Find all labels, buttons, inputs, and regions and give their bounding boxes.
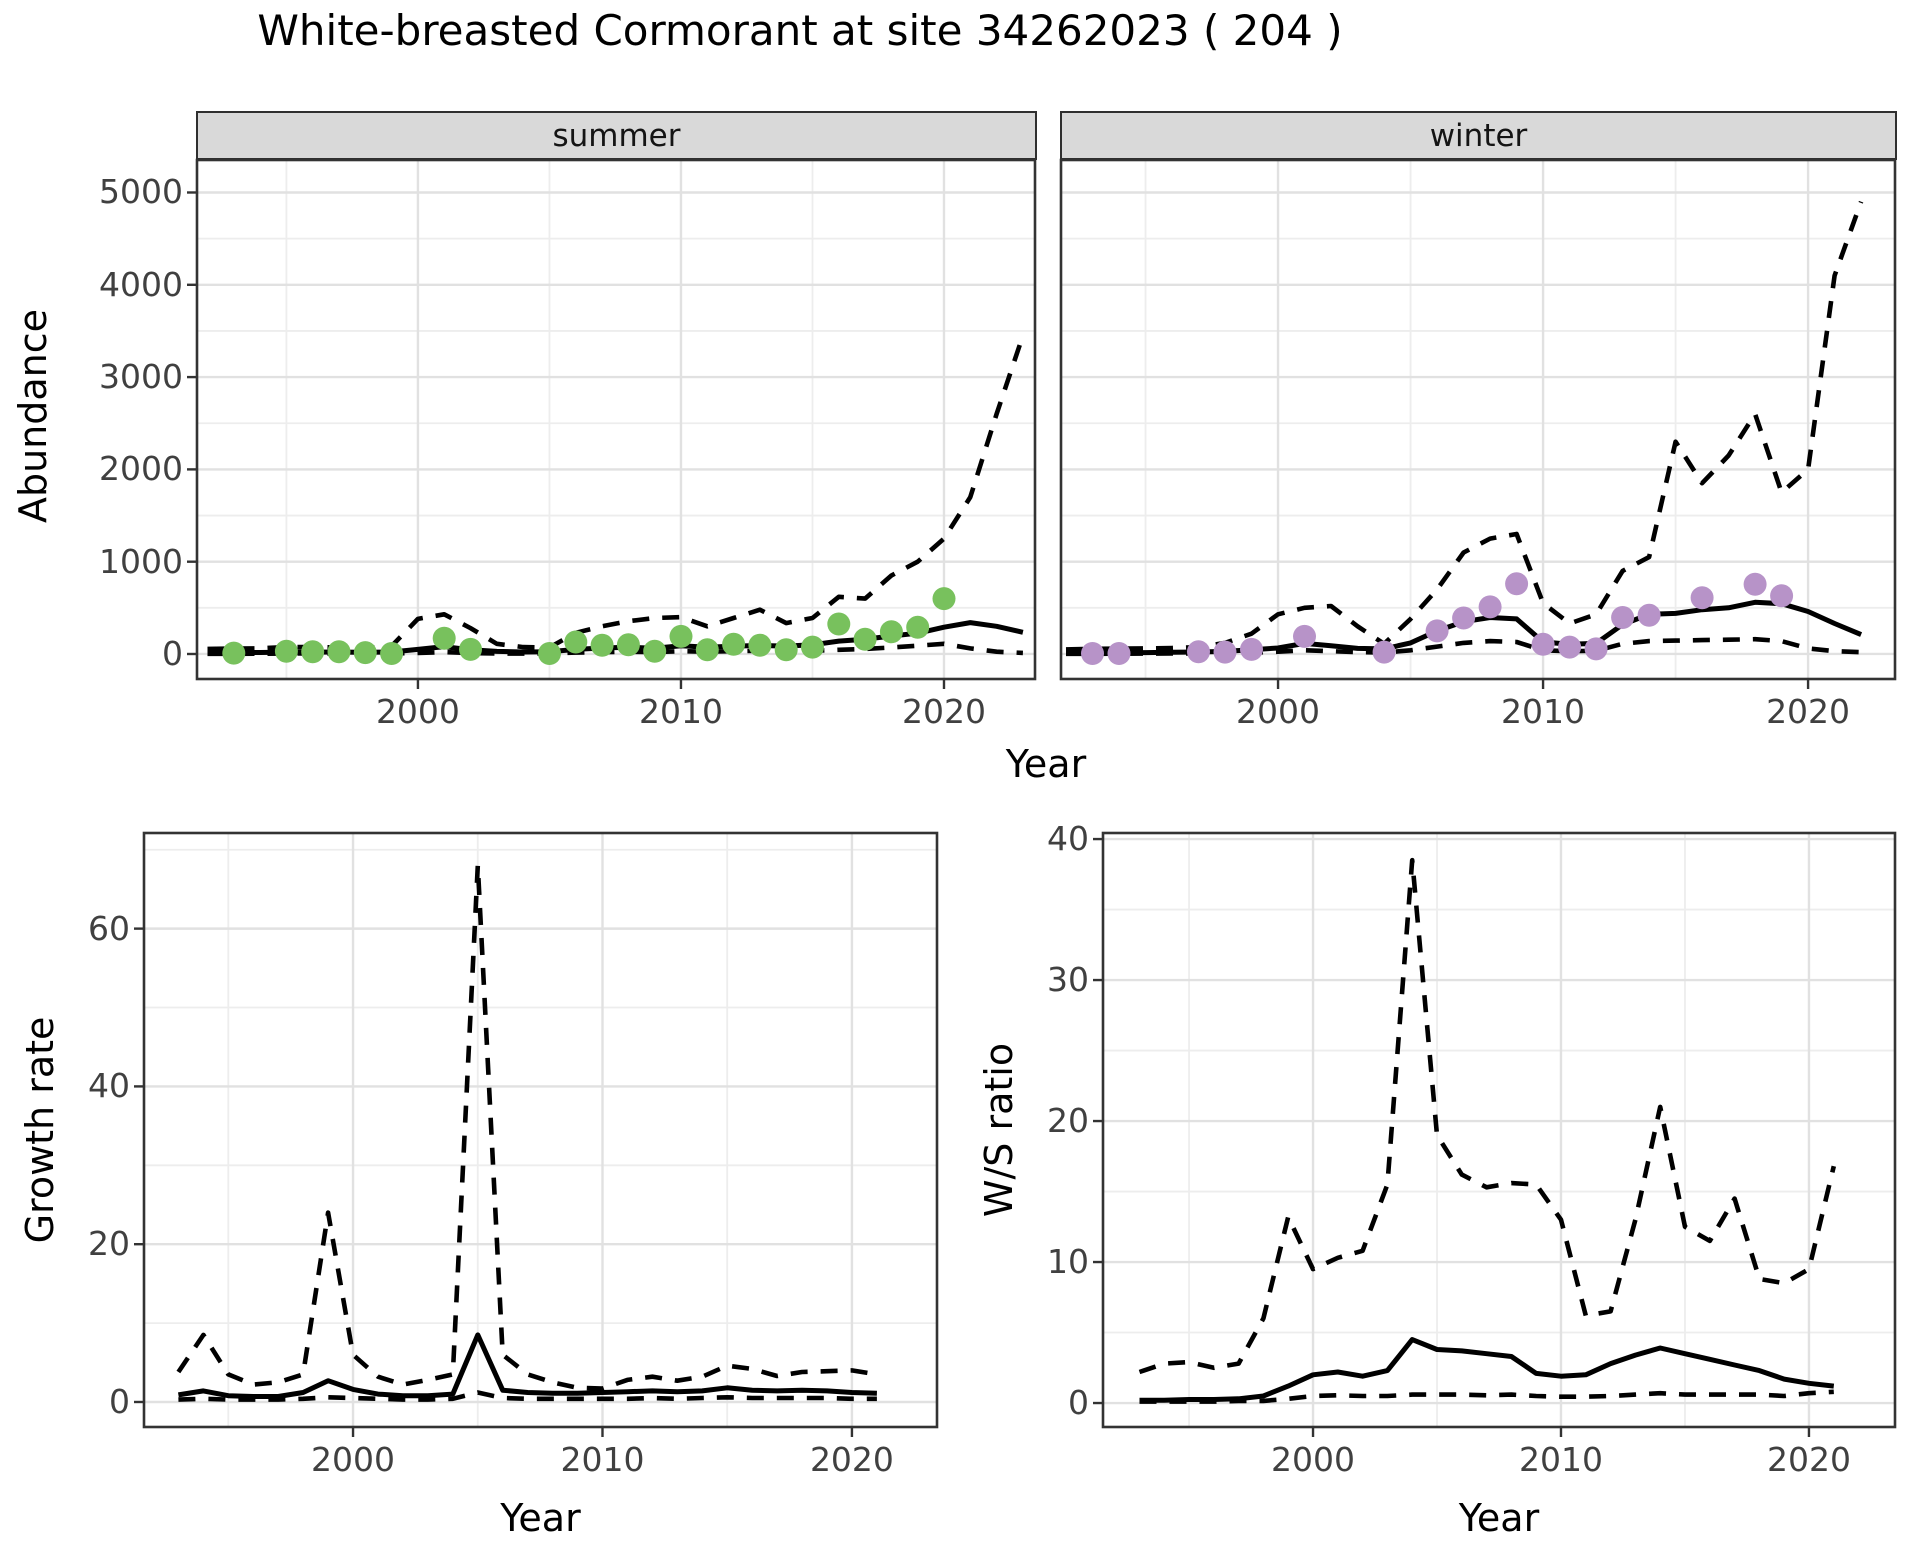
y-tick-label-abundance-summer: 1000: [99, 541, 183, 581]
x-tick-label-abundance-winter: 2010: [1501, 692, 1586, 731]
y-axis-title-abundance: Abundance: [11, 308, 55, 524]
abundance-winter-data-point: [1107, 642, 1131, 665]
x-axis-title-bottom-right: Year: [1458, 1496, 1540, 1540]
abundance-summer-data-point: [380, 642, 404, 665]
x-tick-label-ws-ratio: 2000: [1271, 1440, 1355, 1479]
y-tick-label-growth-rate: 20: [88, 1224, 130, 1264]
abundance-winter-data-point: [1187, 640, 1210, 664]
abundance-winter-data-point: [1081, 642, 1104, 665]
x-axis-title-top: Year: [1005, 742, 1087, 786]
y-tick-label-ws-ratio: 0: [1068, 1383, 1089, 1423]
abundance-winter-data-point: [1425, 619, 1449, 643]
abundance-winter-data-point: [1372, 640, 1396, 664]
abundance-summer-data-point: [906, 615, 930, 639]
abundance-summer-data-point: [801, 635, 824, 659]
panel-ws-ratio: [1093, 831, 1897, 1437]
abundance-winter-data-point: [1293, 624, 1316, 648]
y-tick-label-abundance-summer: 2000: [99, 449, 183, 489]
abundance-summer-data-point: [616, 633, 640, 657]
growth-rate-upper_ci-line: [176, 863, 878, 1391]
x-tick-label-ws-ratio: 2020: [1766, 1440, 1851, 1479]
abundance-summer-data-point: [722, 632, 746, 656]
growth-rate-mean-line: [178, 1332, 877, 1399]
abundance-winter-data-point: [1240, 637, 1263, 661]
abundance-summer-data-point: [879, 620, 903, 644]
abundance-summer-data-point: [853, 627, 877, 651]
y-tick-label-ws-ratio: 30: [1047, 960, 1089, 1000]
abundance-winter-data-point: [1770, 584, 1794, 608]
abundance-winter-data-point: [1743, 572, 1767, 596]
abundance-summer-data-point: [590, 633, 614, 657]
abundance-winter-data-point: [1558, 635, 1582, 659]
abundance-winter-data-point: [1584, 637, 1608, 661]
facet-strip-winter: winter: [1060, 111, 1897, 160]
y-tick-label-ws-ratio: 40: [1047, 819, 1089, 859]
y-tick-label-ws-ratio: 10: [1047, 1242, 1089, 1282]
y-tick-label-abundance-summer: 0: [162, 633, 183, 673]
abundance-summer-data-point: [327, 640, 351, 664]
abundance-summer-data-point: [301, 640, 325, 664]
facet-label-winter: winter: [1429, 117, 1528, 154]
y-tick-label-abundance-summer: 5000: [99, 172, 183, 212]
abundance-summer-data-point: [538, 642, 561, 665]
abundance-winter-data-point: [1213, 640, 1237, 664]
abundance-summer-data-point: [932, 587, 956, 611]
y-axis-title-growth-rate: Growth rate: [18, 1016, 62, 1244]
y-tick-label-growth-rate: 40: [88, 1066, 130, 1106]
abundance-summer-data-point: [669, 624, 693, 648]
abundance-winter-data-point: [1452, 606, 1476, 630]
x-tick-label-growth-rate: 2010: [560, 1440, 645, 1479]
abundance-winter-data-point: [1637, 603, 1661, 627]
panel-growth-rate: [134, 831, 939, 1437]
y-tick-label-growth-rate: 60: [88, 908, 130, 948]
abundance-summer-data-point: [748, 633, 772, 657]
abundance-winter-data-point: [1690, 586, 1714, 610]
abundance-winter-data-point: [1478, 595, 1502, 619]
abundance-winter-data-point: [1531, 632, 1555, 656]
panel-abundance-summer: [187, 158, 1037, 689]
x-axis-title-bottom-left: Year: [500, 1496, 581, 1540]
x-tick-label-growth-rate: 2020: [809, 1440, 894, 1479]
x-tick-label-abundance-winter: 2020: [1766, 692, 1851, 731]
x-tick-label-abundance-summer: 2020: [901, 692, 986, 731]
facet-label-summer: summer: [552, 117, 681, 154]
abundance-summer-data-point: [564, 630, 588, 654]
abundance-summer-data-point: [222, 641, 246, 665]
x-tick-label-abundance-summer: 2010: [638, 692, 723, 731]
growth-rate-lower_ci-line: [178, 1390, 877, 1402]
ws-ratio-lower_ci-line: [1139, 1389, 1834, 1404]
x-tick-label-ws-ratio: 2010: [1518, 1440, 1603, 1479]
abundance-summer-data-point: [459, 637, 482, 661]
ws-ratio-mean-line: [1139, 1337, 1835, 1403]
y-tick-label-abundance-summer: 4000: [99, 264, 183, 304]
x-tick-label-growth-rate: 2000: [311, 1440, 396, 1479]
y-tick-label-abundance-summer: 3000: [99, 357, 183, 397]
panel-abundance-winter: [1059, 158, 1897, 689]
abundance-summer-data-point: [695, 638, 719, 662]
ws-ratio-upper_ci-line: [1138, 857, 1837, 1375]
facet-strip-summer: summer: [196, 111, 1037, 160]
abundance-summer-data-point: [643, 639, 667, 663]
abundance-summer-data-point: [774, 638, 798, 662]
y-tick-label-growth-rate: 0: [109, 1381, 130, 1421]
abundance-winter-data-point: [1505, 572, 1529, 596]
x-tick-label-abundance-summer: 2000: [375, 692, 460, 731]
abundance-summer-data-point: [432, 626, 456, 650]
abundance-winter-data-point: [1611, 606, 1635, 629]
abundance-summer-data-point: [274, 639, 298, 663]
x-tick-label-abundance-winter: 2000: [1236, 692, 1321, 731]
y-tick-label-ws-ratio: 20: [1047, 1101, 1089, 1141]
chart-title: White-breasted Cormorant at site 3426202…: [257, 6, 1343, 55]
abundance-summer-data-point: [827, 612, 851, 636]
abundance-summer-data-point: [353, 641, 377, 665]
